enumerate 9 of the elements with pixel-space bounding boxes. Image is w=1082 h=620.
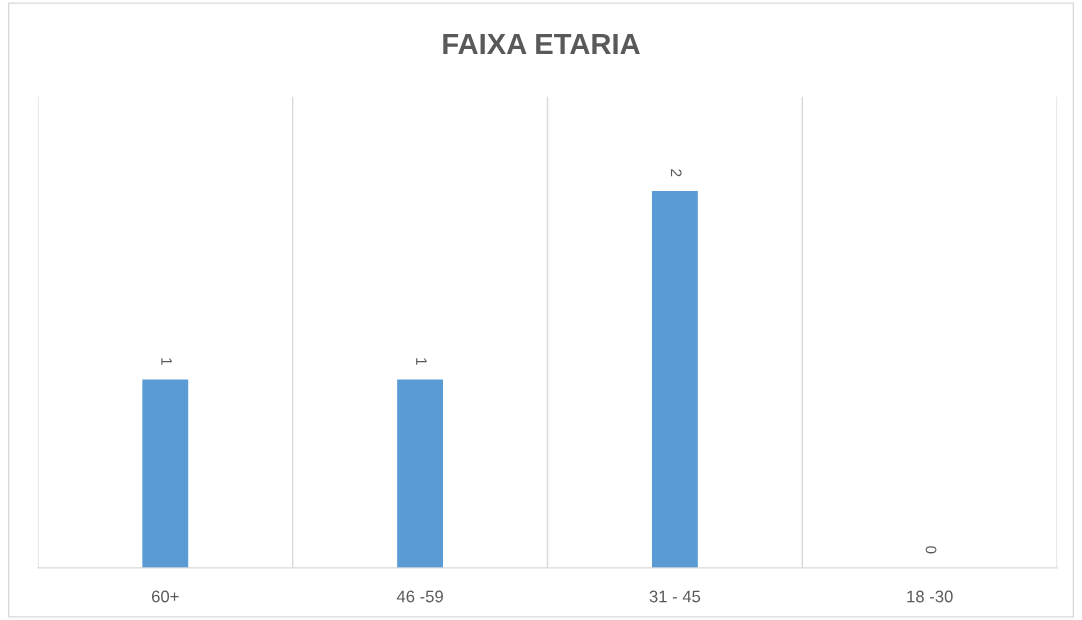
x-tick-label: 18 -30: [907, 590, 953, 603]
x-tick-label: 46 -59: [396, 590, 443, 603]
x-tick-label: 60+: [151, 590, 179, 603]
data-label: 1: [161, 358, 172, 365]
x-tick-label: 31 - 45: [649, 590, 701, 603]
chart-title: FAIXA ETARIA: [443, 33, 640, 55]
data-label: 1: [416, 358, 427, 365]
data-label: 2: [670, 169, 682, 177]
data-label: 0: [925, 546, 937, 554]
